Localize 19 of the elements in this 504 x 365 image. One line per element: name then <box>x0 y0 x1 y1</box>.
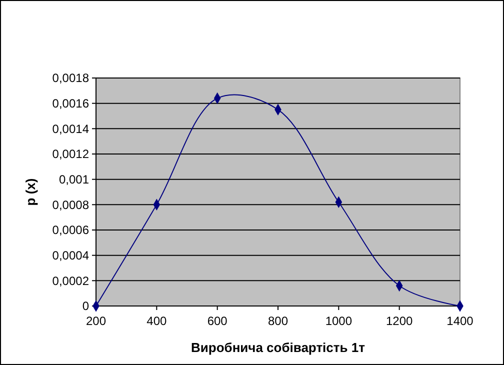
y-tick-label: 0,0006 <box>52 223 90 238</box>
y-tick-label: 0,0014 <box>52 122 90 136</box>
x-tick-label: 1000 <box>325 314 352 328</box>
y-tick-label: 0,0008 <box>52 198 90 212</box>
x-tick-label: 800 <box>268 314 288 328</box>
x-tick-label: 1200 <box>386 314 414 328</box>
y-axis-title: p (x) <box>23 178 38 206</box>
y-tick-label: 0,0004 <box>52 248 90 263</box>
x-tick-label: 1400 <box>446 314 474 328</box>
x-axis-title: Виробнича собівартість 1т <box>191 340 365 355</box>
x-tick-label: 400 <box>146 314 167 328</box>
x-tick-label: 600 <box>207 314 228 328</box>
y-tick-label: 0 <box>82 299 90 314</box>
y-tick-label: 0,0012 <box>52 147 90 162</box>
y-tick-label: 0,0002 <box>52 274 90 288</box>
y-tick-label: 0,0018 <box>52 71 90 86</box>
x-tick-label: 200 <box>86 314 106 328</box>
y-tick-label: 0,0016 <box>52 96 90 111</box>
y-tick-label: 0,001 <box>58 172 90 187</box>
